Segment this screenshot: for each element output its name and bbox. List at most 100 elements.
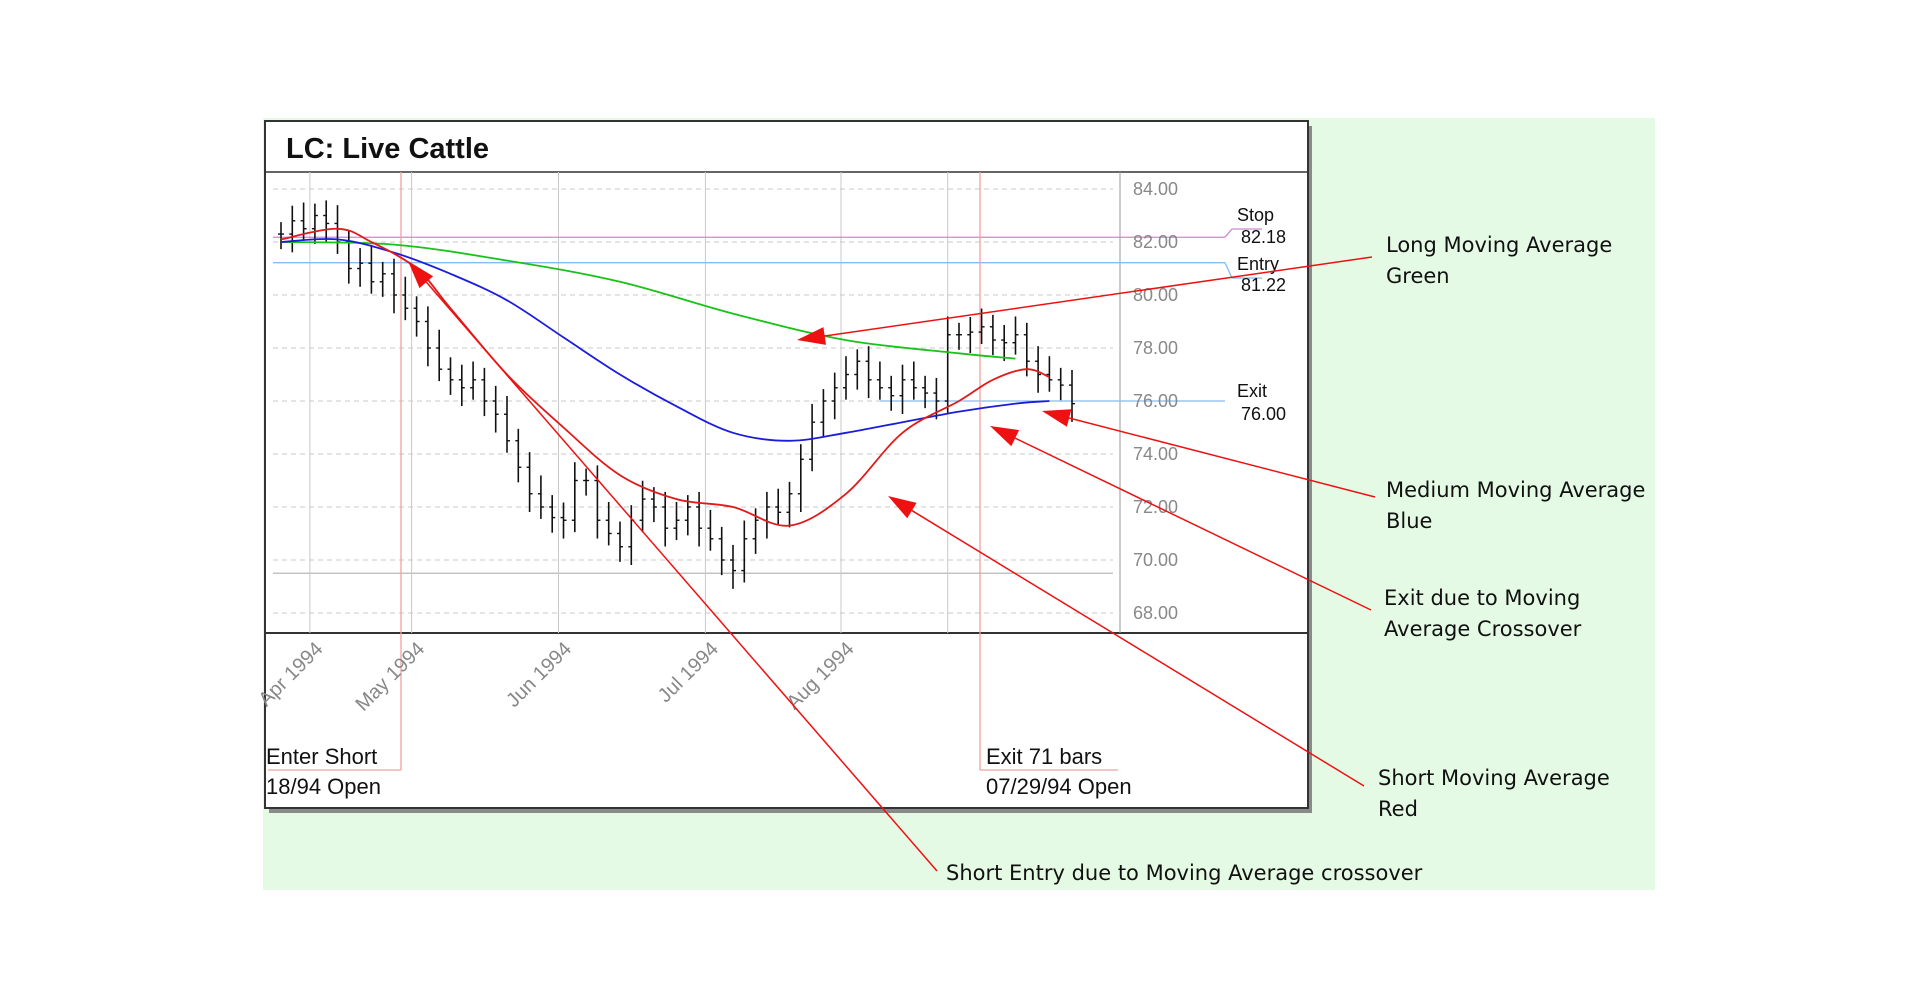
- price-bar: [470, 361, 477, 400]
- price-bar: [978, 308, 985, 345]
- price-bar: [391, 258, 397, 314]
- annotation-short-ma-line1: Short Moving Average: [1378, 766, 1610, 790]
- annotation-medium-ma: Medium Moving Average Blue: [1386, 475, 1645, 537]
- price-bar: [413, 296, 420, 337]
- arrow-short-ma-head: [888, 496, 917, 519]
- y-tick-label-68.00: 68.00: [1133, 603, 1178, 623]
- arrow-short-entry-shaft: [425, 281, 938, 872]
- price-bar: [1023, 322, 1030, 377]
- price-bar: [741, 520, 748, 583]
- level-label-2: Exit: [1237, 381, 1267, 401]
- price-bar: [843, 356, 849, 400]
- price-bar: [956, 322, 962, 350]
- price-bar: [673, 501, 680, 541]
- price-bar: [639, 480, 646, 533]
- annotation-exit-line2: Average Crossover: [1384, 617, 1582, 641]
- price-bar: [1035, 346, 1042, 393]
- price-bar: [989, 314, 996, 356]
- price-bar: [696, 491, 703, 547]
- price-bar: [831, 372, 838, 420]
- arrow-medium-ma: [1042, 409, 1376, 498]
- chart-title: LC: Live Cattle: [286, 133, 489, 165]
- price-bar: [605, 501, 612, 546]
- event-label-1: Exit 71 bars: [986, 744, 1102, 769]
- level-label-0: Stop: [1237, 205, 1274, 225]
- price-bar: [775, 488, 782, 525]
- price-bar: [583, 468, 590, 496]
- arrow-exit-crossover-shaft: [1014, 437, 1372, 611]
- y-tick-labels: 84.0082.0080.0078.0076.0074.0072.0070.00…: [1133, 179, 1178, 623]
- price-bar: [594, 465, 601, 539]
- price-bar: [876, 361, 883, 400]
- annotation-long-ma: Long Moving Average Green: [1386, 230, 1612, 292]
- medium-ma-line: [280, 238, 1050, 442]
- arrow-short-ma: [888, 496, 1365, 787]
- price-bar: [323, 200, 330, 242]
- price-bar: [402, 276, 409, 321]
- annotation-long-ma-line2: Green: [1386, 264, 1450, 288]
- price-bar: [1012, 316, 1019, 355]
- price-bar: [797, 444, 804, 513]
- arrow-short-entry-head: [408, 261, 434, 289]
- price-bar: [526, 452, 533, 513]
- price-bar: [922, 375, 929, 409]
- price-bars: [278, 200, 1075, 589]
- price-bar: [560, 502, 567, 539]
- annotation-medium-ma-line2: Blue: [1386, 509, 1433, 533]
- price-bar: [357, 248, 364, 287]
- arrow-medium-ma-head: [1042, 409, 1072, 427]
- level-value-1: 81.22: [1241, 275, 1286, 295]
- level-connector-1: [1224, 262, 1262, 279]
- price-bar: [379, 261, 386, 297]
- annotation-short-ma: Short Moving Average Red: [1378, 763, 1610, 825]
- y-tick-label-78.00: 78.00: [1133, 338, 1178, 358]
- event-sublabel-0: 18/94 Open: [266, 774, 381, 799]
- price-bar: [447, 357, 454, 395]
- price-bar: [650, 487, 657, 523]
- y-tick-label-74.00: 74.00: [1133, 444, 1178, 464]
- long-ma-line: [280, 241, 1016, 360]
- arrow-exit-crossover-head: [990, 426, 1020, 447]
- price-bar: [944, 316, 951, 413]
- price-bar: [368, 244, 375, 294]
- arrow-long-ma-shaft: [824, 256, 1373, 337]
- level-connector-0: [1224, 228, 1262, 238]
- y-tick-label-84.00: 84.00: [1133, 179, 1178, 199]
- annotation-long-ma-line1: Long Moving Average: [1386, 233, 1613, 257]
- price-bar: [1046, 356, 1053, 392]
- price-bar: [617, 521, 623, 562]
- arrow-medium-ma-shaft: [1068, 417, 1376, 498]
- level-label-1: Entry: [1237, 254, 1279, 274]
- y-tick-label-82.00: 82.00: [1133, 232, 1178, 252]
- price-bar: [436, 329, 443, 382]
- price-bar: [888, 375, 895, 411]
- annotation-exit-crossover: Exit due to Moving Average Crossover: [1384, 583, 1581, 645]
- price-bar: [1001, 324, 1008, 361]
- annotation-medium-ma-line1: Medium Moving Average: [1386, 478, 1646, 502]
- event-label-0: Enter Short: [266, 744, 377, 769]
- price-bar: [289, 205, 296, 253]
- annotation-short-entry: Short Entry due to Moving Average crosso…: [946, 858, 1422, 889]
- y-tick-label-76.00: 76.00: [1133, 391, 1178, 411]
- price-bar: [1057, 367, 1064, 401]
- price-bar: [967, 316, 974, 354]
- price-bar: [786, 481, 793, 528]
- price-bar: [718, 526, 725, 576]
- price-bar: [730, 544, 736, 589]
- price-bar: [481, 367, 488, 417]
- y-tick-label-70.00: 70.00: [1133, 550, 1178, 570]
- price-bar: [707, 509, 714, 551]
- annotation-short-ma-line2: Red: [1378, 797, 1418, 821]
- price-bar: [424, 306, 431, 367]
- price-bar: [1069, 369, 1075, 422]
- price-bar: [537, 475, 544, 519]
- arrow-exit-crossover: [990, 426, 1372, 611]
- price-bar: [549, 495, 556, 533]
- price-bar: [458, 364, 465, 407]
- price-bar: [865, 346, 872, 399]
- price-bar: [899, 364, 906, 414]
- price-bar: [662, 491, 669, 547]
- arrow-long-ma-head: [797, 327, 826, 345]
